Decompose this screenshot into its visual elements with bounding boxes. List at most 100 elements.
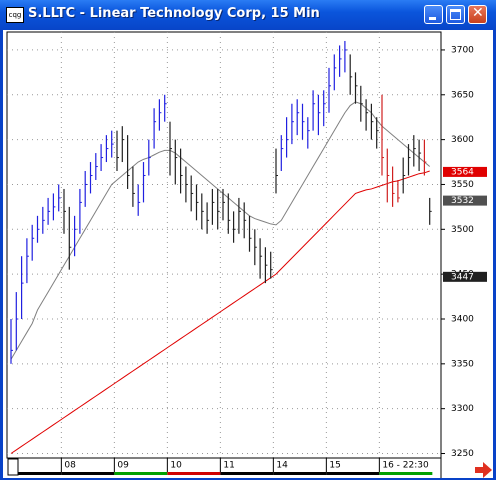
y-tick-label: 3350: [451, 359, 474, 369]
price-bar: [73, 215, 77, 257]
price-bar: [169, 121, 172, 176]
price-bar: [264, 247, 268, 284]
price-bar: [333, 54, 337, 91]
price-marker-label: 3532: [451, 196, 474, 206]
day-strip: [61, 472, 115, 475]
price-bar: [201, 193, 204, 230]
price-bar: [100, 144, 104, 172]
price-bar: [158, 99, 162, 131]
day-strip: [167, 472, 221, 475]
price-bar: [301, 103, 305, 140]
price-bar: [407, 144, 411, 176]
price-bar: [84, 171, 88, 207]
price-bar: [31, 224, 35, 261]
plot-area: [6, 31, 442, 459]
price-marker-label: 3447: [451, 272, 474, 282]
price-bar: [397, 179, 400, 203]
y-tick-label: 3550: [451, 180, 474, 190]
chart: 3250330033503400345035003550360036503700…: [3, 30, 493, 478]
minimize-button[interactable]: [424, 5, 443, 24]
price-bar: [296, 99, 300, 136]
moving-average: [10, 170, 430, 454]
price-bar: [116, 130, 119, 172]
y-tick-label: 3400: [451, 314, 474, 324]
maximize-button[interactable]: [446, 5, 465, 24]
price-marker: [443, 195, 487, 206]
price-bar: [10, 318, 13, 364]
price-bar: [68, 206, 72, 270]
y-tick-label: 3300: [451, 404, 474, 414]
price-bar: [185, 166, 188, 203]
y-tick-label: 3250: [451, 449, 474, 459]
day-strip: [326, 472, 380, 475]
price-bar: [26, 238, 29, 284]
price-bar: [195, 184, 199, 221]
price-bar: [275, 148, 278, 194]
price-bar: [381, 94, 384, 176]
price-bar: [248, 215, 252, 252]
price-bar: [328, 67, 331, 113]
window-title: S.LLTC - Linear Technology Corp, 15 Min: [28, 6, 320, 21]
price-bar: [36, 215, 40, 243]
moving-average: [10, 101, 431, 360]
price-bar: [286, 117, 289, 158]
x-tick-label: 08: [64, 461, 76, 471]
price-bar: [349, 54, 353, 95]
price-bar: [142, 162, 146, 203]
price-bar: [137, 184, 141, 216]
price-bar: [254, 229, 257, 266]
price-bar: [121, 126, 125, 163]
x-tick-label: 14: [276, 461, 288, 471]
price-bar: [233, 211, 236, 243]
title-bar: cqg S.LLTC - Linear Technology Corp, 15 …: [0, 0, 496, 30]
day-strip: [8, 472, 62, 475]
price-bar: [392, 166, 395, 207]
day-strip: [114, 472, 168, 475]
y-tick-label: 3500: [451, 225, 474, 235]
price-bar: [227, 193, 231, 234]
price-bar: [339, 45, 342, 77]
price-bar: [132, 166, 135, 207]
price-bar: [259, 238, 263, 279]
price-bar: [211, 188, 215, 225]
scroll-arrow[interactable]: [475, 462, 492, 478]
app-icon: cqg: [6, 7, 24, 23]
x-tick-label: 15: [329, 461, 340, 471]
x-tick-label: 09: [117, 461, 129, 471]
price-bar: [153, 108, 157, 149]
price-bar: [238, 197, 241, 234]
price-bar: [354, 72, 358, 104]
price-bar: [58, 184, 61, 212]
price-bar: [89, 162, 93, 194]
price-bar: [413, 135, 416, 167]
price-bar: [47, 197, 51, 225]
price-bar: [42, 206, 45, 234]
price-bar: [270, 251, 273, 279]
price-bar: [386, 148, 390, 203]
price-bar: [222, 188, 225, 221]
price-bar: [180, 148, 183, 194]
price-bar: [312, 90, 316, 131]
price-bar: [280, 135, 284, 172]
x-tick-label: 16 - 22:30: [382, 461, 429, 471]
price-bar: [164, 94, 167, 122]
price-bar: [307, 117, 310, 149]
close-button[interactable]: ✕: [468, 5, 487, 24]
price-bar: [291, 103, 294, 145]
x-tick-label: 10: [170, 461, 182, 471]
price-bar: [243, 202, 247, 239]
day-strip: [273, 472, 327, 475]
price-bar: [21, 256, 24, 319]
price-bar: [365, 99, 369, 131]
x-tick-label: 11: [223, 461, 234, 471]
y-tick-label: 3700: [451, 45, 474, 55]
price-bar: [429, 197, 432, 225]
price-bar: [105, 135, 109, 163]
price-marker-label: 3564: [451, 167, 474, 177]
price-marker: [443, 166, 487, 177]
price-bar: [95, 153, 98, 180]
price-bar: [174, 139, 178, 185]
scroll-thumb: [7, 458, 19, 476]
y-tick-label: 3650: [451, 90, 474, 100]
